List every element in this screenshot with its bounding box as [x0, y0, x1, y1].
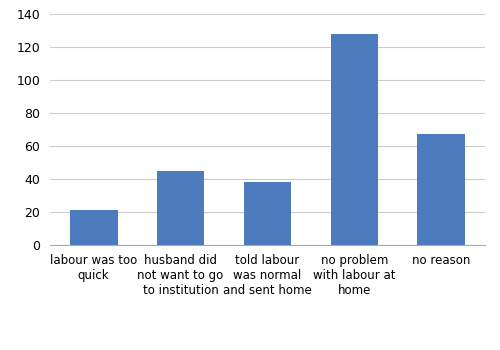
Bar: [418, 134, 465, 245]
Bar: [156, 171, 204, 245]
Bar: [330, 34, 378, 245]
Bar: [70, 210, 117, 245]
Bar: [244, 182, 292, 245]
